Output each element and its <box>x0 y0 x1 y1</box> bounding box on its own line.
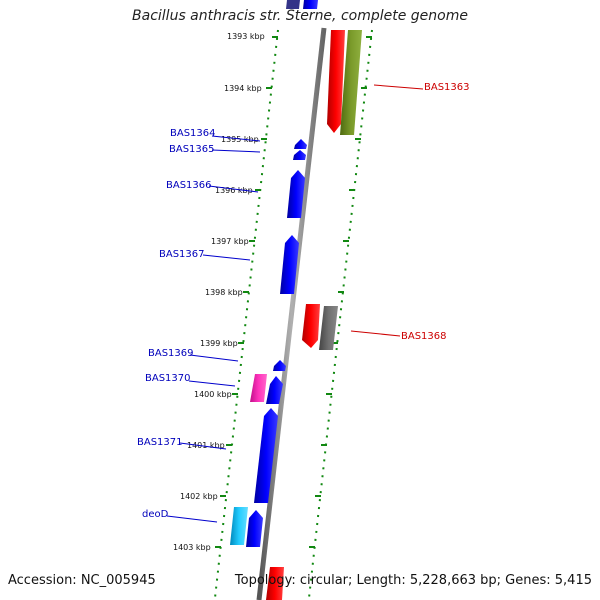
gene-label-bas1371[interactable]: BAS1371 <box>137 437 183 448</box>
left-leader-lines <box>166 135 261 523</box>
gene-arrow-bas1363[interactable] <box>340 30 362 135</box>
gene-arrow-top-blue[interactable] <box>303 0 318 9</box>
gene-label-bas1369[interactable]: BAS1369 <box>148 348 194 359</box>
tick-label: 1398 kbp <box>205 288 243 297</box>
gene-arrow-red-top[interactable] <box>327 30 345 133</box>
genome-backbone <box>256 27 327 600</box>
gene-arrow-deod[interactable] <box>246 510 263 547</box>
gene-label-bas1367[interactable]: BAS1367 <box>159 249 205 260</box>
genome-title: Bacillus anthracis str. Sterne, complete… <box>132 8 468 24</box>
gene-label-bas1363[interactable]: BAS1363 <box>424 82 470 93</box>
gene-label-deod[interactable]: deoD <box>142 509 169 520</box>
gene-arrow-bas1367[interactable] <box>280 235 299 294</box>
gene-arrow-bas1370[interactable] <box>250 374 267 402</box>
gene-label-bas1365[interactable]: BAS1365 <box>169 144 215 155</box>
genome-summary-label: Topology: circular; Length: 5,228,663 bp… <box>234 573 592 588</box>
gene-arrow-bas1370b[interactable] <box>266 376 283 404</box>
right-tick-marks <box>309 36 372 548</box>
tick-label: 1403 kbp <box>173 543 211 552</box>
tick-label: 1397 kbp <box>211 237 249 246</box>
gene-arrow-deod-cyan[interactable] <box>230 507 248 545</box>
tick-label: 1396 kbp <box>215 186 253 195</box>
tick-label: 1399 kbp <box>200 339 238 348</box>
accession-label: Accession: NC_005945 <box>8 573 156 588</box>
gene-arrow-bas1371[interactable] <box>254 408 278 503</box>
gene-label-bas1368[interactable]: BAS1368 <box>401 331 447 342</box>
gene-arrow-bas1364[interactable] <box>294 139 307 149</box>
tick-label: 1400 kbp <box>194 390 232 399</box>
gene-arrow-bas1368-red[interactable] <box>302 304 320 348</box>
tick-label: 1393 kbp <box>227 32 265 41</box>
left-tick-marks <box>215 36 278 548</box>
tick-label: 1402 kbp <box>180 492 218 501</box>
gene-arrow-bas1365[interactable] <box>293 150 306 160</box>
gene-arrow-bas1366[interactable] <box>287 170 305 218</box>
gene-arrow-red-bottom[interactable] <box>266 567 284 600</box>
tick-label: 1401 kbp <box>187 441 225 450</box>
gene-label-bas1366[interactable]: BAS1366 <box>166 180 212 191</box>
gene-arrow-bas1369[interactable] <box>273 360 286 371</box>
tick-label: 1394 kbp <box>224 84 262 93</box>
gene-label-bas1370[interactable]: BAS1370 <box>145 373 191 384</box>
right-leader-lines <box>350 84 424 337</box>
gene-label-bas1364[interactable]: BAS1364 <box>170 128 216 139</box>
tick-label: 1395 kbp <box>221 135 259 144</box>
gene-arrow-top-left-dark[interactable] <box>286 0 300 9</box>
gene-arrow-bas1368[interactable] <box>319 306 338 350</box>
